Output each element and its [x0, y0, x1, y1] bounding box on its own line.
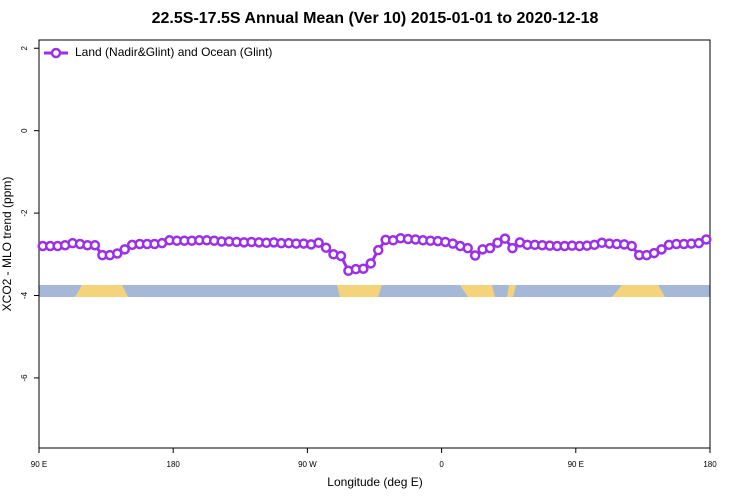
legend-marker: [50, 47, 62, 59]
point: [626, 240, 637, 252]
y-tick-label: -2: [20, 209, 29, 217]
x-tick-label: 90 E: [568, 460, 584, 469]
point: [335, 250, 347, 262]
point: [462, 242, 473, 254]
land-patch: [612, 285, 665, 297]
y-tick-label: -4: [20, 291, 29, 299]
land-patch: [75, 285, 128, 297]
y-axis-label: XCO2 - MLO trend (ppm): [0, 177, 14, 312]
point: [507, 242, 518, 254]
point: [499, 233, 511, 244]
x-tick-label: 180: [703, 460, 717, 469]
point: [112, 248, 123, 259]
point: [492, 237, 503, 249]
point: [365, 258, 377, 269]
point: [119, 244, 130, 255]
point: [358, 263, 369, 274]
land-patch: [460, 285, 495, 297]
x-tick-label: 0: [439, 460, 444, 469]
land-patch: [337, 285, 382, 297]
y-tick-label: 0: [20, 128, 29, 133]
point: [372, 244, 384, 256]
y-tick-label: -6: [20, 374, 29, 382]
point: [469, 250, 481, 261]
chart-title: 22.5S-17.5S Annual Mean (Ver 10) 2015-01…: [152, 10, 599, 27]
land-patch: [507, 285, 516, 297]
point: [701, 234, 712, 245]
point: [320, 242, 332, 253]
point: [484, 242, 496, 254]
x-axis-label: Longitude (deg E): [327, 475, 422, 489]
point: [89, 239, 101, 251]
x-tick-label: 180: [167, 460, 181, 469]
x-tick-label: 90 W: [298, 460, 317, 469]
legend-label: Land (Nadir&Glint) and Ocean (Glint): [75, 45, 272, 59]
point: [656, 244, 667, 255]
y-tick-label: 2: [20, 45, 29, 50]
surface-strip: [39, 285, 710, 297]
point: [313, 237, 324, 249]
x-tick-label: 90 E: [31, 460, 47, 469]
